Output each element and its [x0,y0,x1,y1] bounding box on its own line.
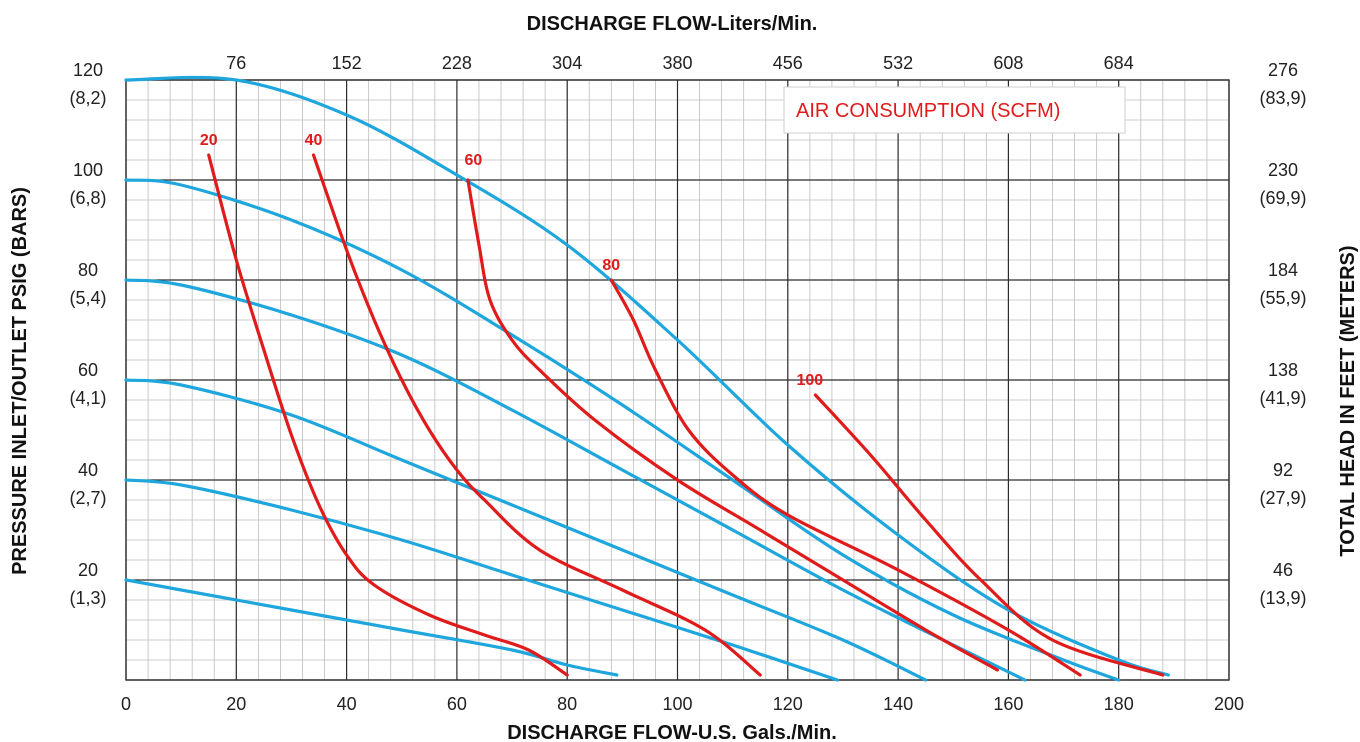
y2-tick-m: (13,9) [1259,588,1306,608]
x-tick-label: 200 [1214,694,1244,714]
y-tick-bar: (4,1) [69,388,106,408]
x2-tick-label: 380 [662,53,692,73]
air-curve-60 [466,178,999,672]
y2-tick-ft: 230 [1268,160,1298,180]
pressure-curve-3 [124,278,1027,682]
y-tick-psi: 20 [78,560,98,580]
air-curve-label-40: 40 [305,132,323,149]
x2-tick-label: 76 [226,53,246,73]
y2-tick-m: (41,9) [1259,388,1306,408]
y-tick-bar: (6,8) [69,188,106,208]
y-tick-psi: 80 [78,260,98,280]
x-tick-label: 20 [226,694,246,714]
y2-tick-ft: 276 [1268,60,1298,80]
y-tick-psi: 100 [73,160,103,180]
y2-axis-label: TOTAL HEAD IN FEET (METERS) [1337,245,1359,556]
y-axis-label: PRESSURE INLET/OUTLET PSIG (BARS) [9,187,31,575]
y-tick-bar: (2,7) [69,488,106,508]
y-tick-bar: (5,4) [69,288,106,308]
y2-tick-ft: 138 [1268,360,1298,380]
air-curve-100 [813,393,1165,677]
x-tick-label: 100 [662,694,692,714]
x-tick-label: 180 [1104,694,1134,714]
y2-tick-m: (83,9) [1259,88,1306,108]
air-curve-80 [609,278,1082,677]
x-tick-label: 40 [337,694,357,714]
air-curve-label-60: 60 [465,152,483,169]
y-tick-bar: (1,3) [69,588,106,608]
x2-tick-label: 532 [883,53,913,73]
pressure-curve-2 [124,378,928,682]
y-axis-ticks: 120 (8,2) 100 (6,8) 80 (5,4) 60 (4,1) 40 (2,7) 20 (… [69,60,106,608]
y2-tick-m: (69,9) [1259,188,1306,208]
x2-axis-label: DISCHARGE FLOW-Liters/Min. [527,13,818,35]
legend-title: AIR CONSUMPTION (SCFM) [796,100,1060,122]
x-tick-label: 60 [447,694,467,714]
y-tick-bar: (8,2) [69,88,106,108]
y-tick-psi: 120 [73,60,103,80]
x2-tick-label: 456 [773,53,803,73]
x2-tick-label: 608 [993,53,1023,73]
major-grid [125,79,1230,681]
pressure-curve-1 [124,478,839,682]
x-tick-label: 160 [993,694,1023,714]
x2-axis-ticks: 76 152 228 304 380 456 532 608 684 [226,53,1133,73]
y2-axis-ticks: 276 (83,9) 230 (69,9) 184 (55,9) 138 (41,9) 92 (2… [1259,60,1306,608]
x-tick-label: 0 [121,694,131,714]
pressure-curve-0 [124,578,619,677]
x-axis-label: DISCHARGE FLOW-U.S. Gals./Min. [507,722,837,742]
air-curve-label-100: 100 [797,372,824,389]
y2-tick-m: (55,9) [1259,288,1306,308]
legend: AIR CONSUMPTION (SCFM) [783,86,1126,134]
x-tick-label: 80 [557,694,577,714]
legend-box [783,86,1126,134]
air-curve-label-20: 20 [200,132,218,149]
pressure-curve-5 [124,75,1170,677]
x2-tick-label: 684 [1104,53,1134,73]
x2-tick-label: 152 [332,53,362,73]
x-tick-label: 120 [773,694,803,714]
air-consumption-curves: 20 40 60 80 100 [200,132,1165,677]
x2-tick-label: 304 [552,53,582,73]
air-curve-40 [311,153,762,677]
y2-tick-ft: 92 [1273,460,1293,480]
y2-tick-m: (27,9) [1259,488,1306,508]
x-tick-label: 140 [883,694,913,714]
x-axis-ticks: 0 20 40 60 80 100 120 140 160 180 200 [121,694,1244,714]
x2-tick-label: 228 [442,53,472,73]
y2-tick-ft: 184 [1268,260,1298,280]
y2-tick-ft: 46 [1273,560,1293,580]
air-curve-20 [207,153,569,677]
pressure-curve-4 [124,178,1121,682]
pressure-curves [124,75,1170,682]
air-curve-label-80: 80 [602,257,620,274]
y-tick-psi: 40 [78,460,98,480]
y-tick-psi: 60 [78,360,98,380]
